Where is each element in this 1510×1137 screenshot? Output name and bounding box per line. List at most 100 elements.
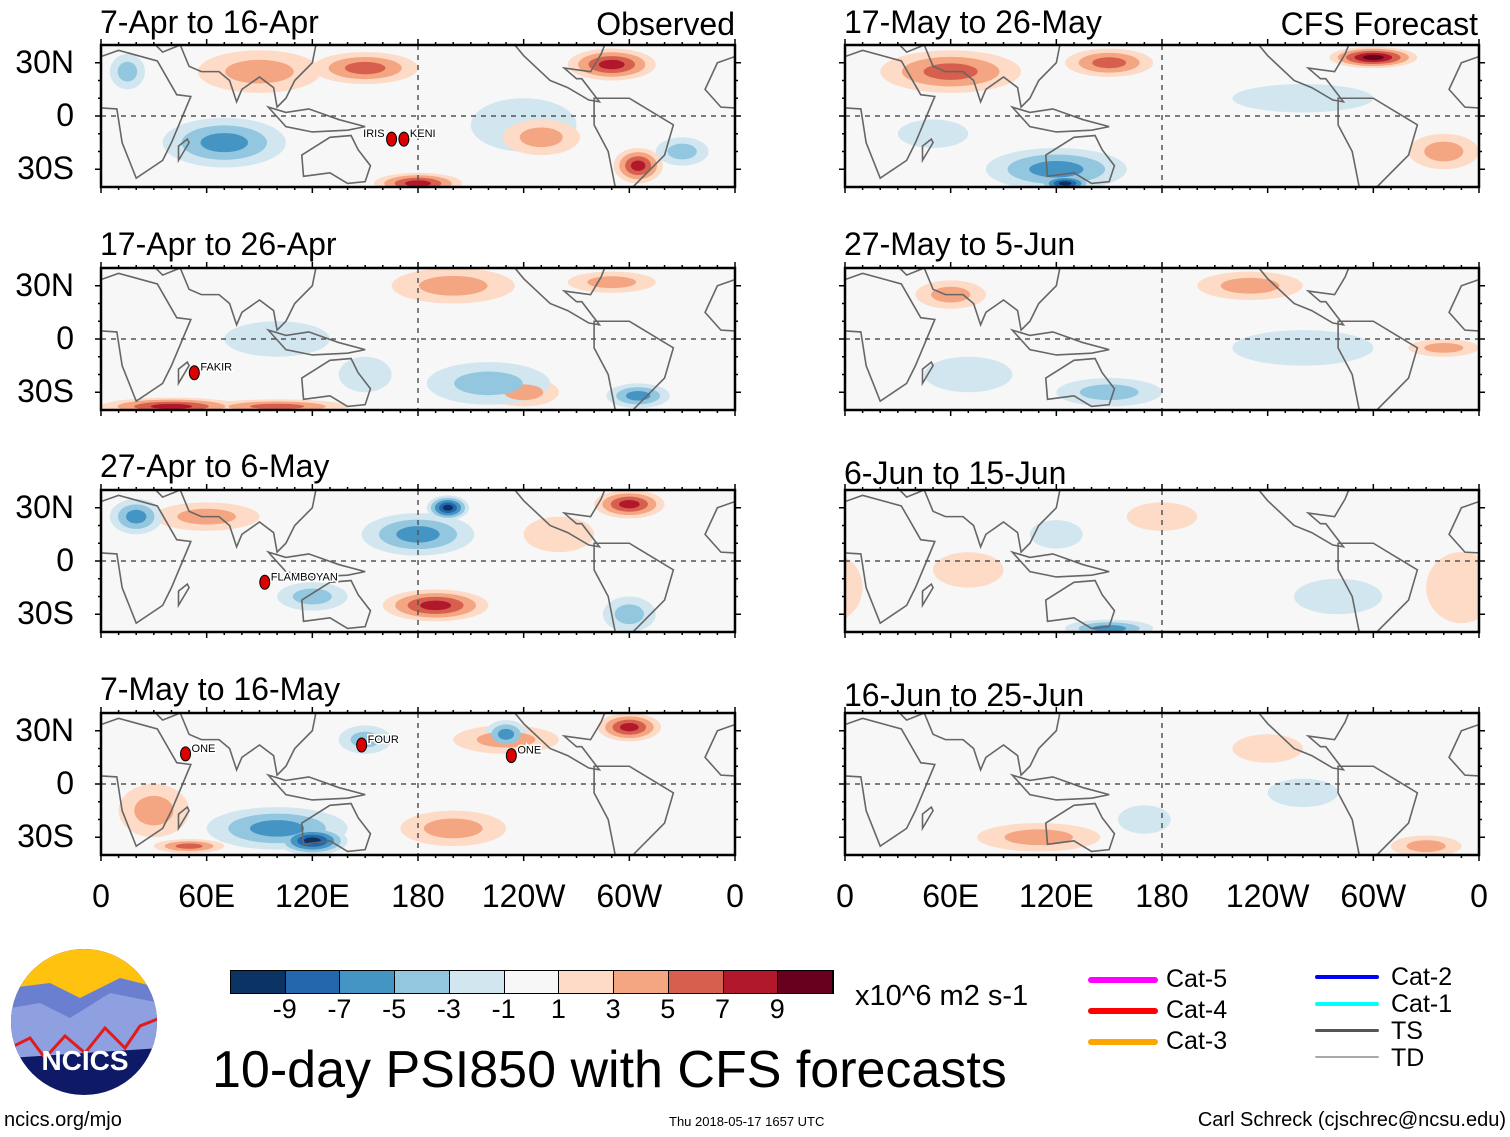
- map-panel: [757, 707, 1485, 861]
- colorbar-swatch: [614, 971, 669, 993]
- legend-line: [1088, 1039, 1158, 1045]
- anomaly-contour: [1424, 141, 1464, 162]
- lon-label: 120E: [1018, 878, 1094, 914]
- storm-label: FOUR: [368, 734, 399, 746]
- map-panel: [775, 39, 1510, 193]
- colorbar-tick-label: -3: [436, 994, 461, 1024]
- anomaly-contour: [620, 723, 639, 732]
- colorbar-swatch: [559, 971, 615, 993]
- anomaly-contour: [775, 339, 845, 357]
- anomaly-contour: [768, 402, 843, 411]
- colorbar-swatch: [504, 971, 560, 993]
- lat-label: 30N: [15, 488, 74, 525]
- panel-title: 17-Apr to 26-Apr: [100, 226, 337, 262]
- coastline: [593, 765, 675, 855]
- anomaly-contour: [0, 56, 1, 73]
- anomaly-contour: [420, 600, 452, 611]
- storm-icon[interactable]: [505, 748, 517, 764]
- site-url[interactable]: ncics.org/mjo: [4, 1109, 122, 1131]
- anomaly-contour: [768, 796, 807, 826]
- coastline: [1479, 266, 1510, 330]
- legend-line: [1088, 1008, 1158, 1014]
- anomaly-contour: [753, 784, 823, 837]
- anomaly-contour: [1029, 520, 1083, 549]
- coastline: [1009, 773, 1110, 801]
- colorbar-tick-label: 3: [605, 994, 621, 1024]
- coastline: [513, 268, 606, 326]
- coastline: [177, 137, 190, 164]
- coastline: [177, 805, 190, 832]
- coastline: [812, 807, 823, 828]
- coastline: [1009, 550, 1110, 578]
- anomaly-contour: [799, 841, 848, 851]
- lat-label: 0: [56, 542, 74, 578]
- anomaly-contour: [0, 156, 17, 175]
- coastline: [513, 490, 606, 548]
- anomaly-contour: [0, 500, 6, 508]
- anomaly-contour: [200, 133, 248, 153]
- coastline: [300, 579, 372, 630]
- storm-icon[interactable]: [188, 365, 200, 381]
- anomaly-contour: [344, 61, 386, 75]
- coastline: [265, 773, 366, 801]
- anomaly-contour: [785, 404, 826, 409]
- colorbar-tick-label: -1: [491, 994, 516, 1024]
- coastline: [1337, 765, 1419, 855]
- colorbar-tick-label: -5: [382, 994, 407, 1024]
- anomaly-contour: [760, 510, 780, 524]
- anomaly-contour: [1220, 277, 1280, 294]
- lon-label: 0: [1470, 878, 1488, 914]
- storm-icon[interactable]: [180, 746, 192, 762]
- storm-icon[interactable]: [386, 131, 398, 147]
- anomaly-contour: [1406, 840, 1446, 853]
- anomaly-contour: [618, 500, 640, 509]
- anomaly-contour: [775, 134, 845, 170]
- panel-title: 27-Apr to 6-May: [100, 448, 330, 484]
- coastline: [593, 542, 675, 632]
- anomaly-contour: [744, 499, 797, 535]
- anomaly-contour: [667, 143, 697, 160]
- lon-label: 0: [92, 878, 110, 914]
- coastline: [1479, 43, 1510, 107]
- lon-label: 120E: [274, 878, 350, 914]
- storm-icon[interactable]: [398, 131, 410, 147]
- anomaly-contour: [292, 588, 332, 605]
- coastline: [1257, 713, 1350, 771]
- lat-label: 30S: [17, 373, 74, 410]
- storm-label: IRIS: [363, 128, 384, 140]
- colorbar-swatch: [723, 971, 779, 993]
- coastline: [1257, 490, 1350, 548]
- colorbar-swatch: [231, 971, 286, 993]
- coastline: [101, 49, 192, 180]
- anomaly-contour: [757, 835, 827, 856]
- coastline: [1337, 97, 1419, 187]
- storm-icon[interactable]: [356, 737, 368, 753]
- coastline: [1044, 134, 1116, 185]
- colorbar-swatch: [340, 971, 396, 993]
- anomaly-contour: [250, 820, 305, 837]
- colorbar-swatch: [285, 971, 341, 993]
- legend-label: Cat-2: [1391, 963, 1453, 991]
- anomaly-contour: [0, 160, 11, 170]
- observed-label: Observed: [596, 6, 735, 42]
- storm-icon[interactable]: [259, 574, 271, 590]
- coastline: [265, 550, 366, 578]
- coastline: [1257, 45, 1350, 103]
- lon-label: 180: [1135, 878, 1189, 914]
- coastline: [300, 357, 372, 408]
- storm-label: ONE: [192, 743, 216, 755]
- anomaly-contour: [752, 400, 860, 414]
- anomaly-contour: [924, 356, 1013, 393]
- lat-label: 30S: [17, 595, 74, 632]
- colorbar-tick-label: -7: [327, 994, 352, 1024]
- anomaly-contour: [752, 62, 772, 82]
- main-title: 10-day PSI850 with CFS forecasts: [212, 1041, 1007, 1099]
- lat-label: 0: [56, 97, 74, 133]
- anomaly-contour: [225, 59, 294, 84]
- anomaly-contour: [0, 604, 10, 624]
- anomaly-contour: [773, 840, 812, 852]
- coastline: [921, 805, 934, 832]
- map-panel: [839, 484, 1485, 638]
- map-panel: ONE FOUR ONE: [95, 707, 848, 861]
